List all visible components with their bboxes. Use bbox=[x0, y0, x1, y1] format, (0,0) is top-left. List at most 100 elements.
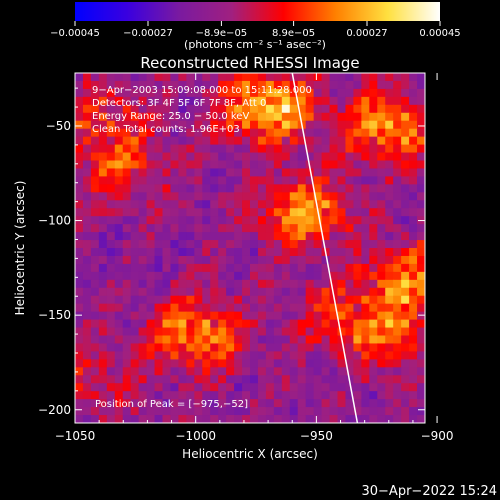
heatmap-cell bbox=[194, 136, 203, 146]
heatmap-cell bbox=[186, 88, 195, 98]
heatmap-cell bbox=[226, 359, 235, 368]
heatmap-cell bbox=[106, 240, 116, 249]
colorbar-tick-label: −0.00027 bbox=[123, 28, 173, 39]
heatmap-cell bbox=[305, 383, 315, 392]
heatmap-cell bbox=[377, 184, 386, 193]
heatmap-cell bbox=[361, 176, 370, 185]
heatmap-cell bbox=[122, 383, 132, 392]
heatmap-cell bbox=[218, 96, 227, 106]
heatmap-cell bbox=[170, 407, 180, 416]
heatmap-cell bbox=[170, 240, 180, 249]
heatmap-cell bbox=[90, 208, 100, 217]
heatmap-cell bbox=[75, 224, 84, 233]
heatmap-cell bbox=[417, 383, 425, 392]
heatmap-cell bbox=[313, 73, 323, 82]
heatmap-cell bbox=[178, 80, 187, 90]
heatmap-cell bbox=[130, 88, 140, 98]
heatmap-cell bbox=[226, 383, 235, 392]
heatmap-cell bbox=[385, 295, 394, 305]
heatmap-cell bbox=[257, 224, 267, 233]
heatmap-cell bbox=[313, 303, 323, 313]
heatmap-cell bbox=[385, 200, 394, 209]
heatmap-cell bbox=[321, 271, 331, 281]
heatmap-cell bbox=[162, 88, 172, 98]
heatmap-cell bbox=[114, 351, 124, 360]
heatmap-cell bbox=[106, 311, 116, 321]
heatmap-cell bbox=[289, 88, 299, 98]
heatmap-cell bbox=[218, 232, 227, 241]
heatmap-cell bbox=[305, 80, 315, 90]
heatmap-cell bbox=[138, 279, 148, 289]
heatmap-cell bbox=[265, 415, 275, 423]
heatmap-cell bbox=[106, 399, 116, 408]
heatmap-cell bbox=[289, 367, 299, 376]
heatmap-cell bbox=[234, 73, 243, 82]
heatmap-cell bbox=[210, 128, 219, 138]
heatmap-cell bbox=[297, 271, 307, 281]
peak-position-label: Position of Peak = [−975,−52] bbox=[95, 399, 248, 410]
heatmap-cell bbox=[297, 303, 307, 313]
heatmap-cell bbox=[393, 96, 402, 106]
heatmap-cell bbox=[146, 136, 156, 146]
heatmap-cell bbox=[98, 144, 108, 154]
heatmap-cell bbox=[377, 200, 386, 209]
heatmap-cell bbox=[393, 192, 402, 201]
heatmap-cell bbox=[361, 351, 370, 360]
heatmap-cell bbox=[250, 120, 259, 130]
heatmap-cell bbox=[106, 415, 116, 423]
heatmap-cell bbox=[138, 112, 148, 122]
heatmap-cell bbox=[329, 287, 339, 297]
heatmap-cell bbox=[218, 407, 227, 416]
heatmap-cell bbox=[98, 248, 108, 257]
heatmap-cell bbox=[305, 88, 315, 98]
heatmap-cell bbox=[162, 295, 172, 305]
heatmap-cell bbox=[202, 255, 211, 265]
heatmap-cell bbox=[393, 224, 402, 233]
heatmap-cell bbox=[297, 224, 307, 233]
heatmap-cell bbox=[265, 407, 275, 416]
heatmap-cell bbox=[242, 399, 251, 408]
heatmap-cell bbox=[210, 319, 219, 329]
heatmap-cell bbox=[90, 391, 100, 400]
heatmap-cell bbox=[250, 367, 259, 376]
heatmap-cell bbox=[138, 327, 148, 337]
heatmap-cell bbox=[154, 240, 164, 249]
heatmap-cell bbox=[305, 248, 315, 257]
heatmap-cell bbox=[210, 184, 219, 193]
heatmap-cell bbox=[178, 343, 187, 353]
heatmap-cell bbox=[289, 176, 299, 185]
heatmap-cell bbox=[178, 391, 187, 400]
heatmap-cell bbox=[162, 200, 172, 209]
heatmap-cell bbox=[154, 359, 164, 368]
heatmap-cell bbox=[353, 136, 362, 146]
heatmap-cell bbox=[226, 208, 235, 217]
x-axis-label: Heliocentric X (arcsec) bbox=[182, 447, 318, 461]
heatmap-cell bbox=[329, 335, 339, 345]
heatmap-cell bbox=[194, 160, 203, 170]
heatmap-cell bbox=[393, 287, 402, 297]
heatmap-cell bbox=[178, 160, 187, 170]
heatmap-cell bbox=[154, 295, 164, 305]
heatmap-cell bbox=[337, 80, 347, 90]
heatmap-cell bbox=[106, 160, 116, 170]
heatmap-cell bbox=[305, 415, 315, 423]
heatmap-cell bbox=[353, 73, 362, 82]
heatmap-cell bbox=[170, 192, 180, 201]
heatmap-cell bbox=[337, 224, 347, 233]
heatmap-cell bbox=[226, 96, 235, 106]
heatmap-cell bbox=[417, 263, 425, 273]
heatmap-cell bbox=[186, 224, 195, 233]
heatmap-cell bbox=[369, 391, 378, 400]
heatmap-cell bbox=[75, 73, 84, 82]
heatmap-cell bbox=[122, 104, 132, 114]
heatmap-cell bbox=[417, 224, 425, 233]
heatmap-cell bbox=[281, 303, 291, 313]
heatmap-cell bbox=[401, 80, 410, 90]
heatmap-cell bbox=[90, 383, 100, 392]
heatmap-cell bbox=[98, 311, 108, 321]
heatmap-cell bbox=[114, 375, 124, 384]
heatmap-cell bbox=[337, 112, 347, 122]
heatmap-cell bbox=[401, 104, 410, 114]
heatmap-cell bbox=[106, 208, 116, 217]
heatmap-cell bbox=[393, 208, 402, 217]
